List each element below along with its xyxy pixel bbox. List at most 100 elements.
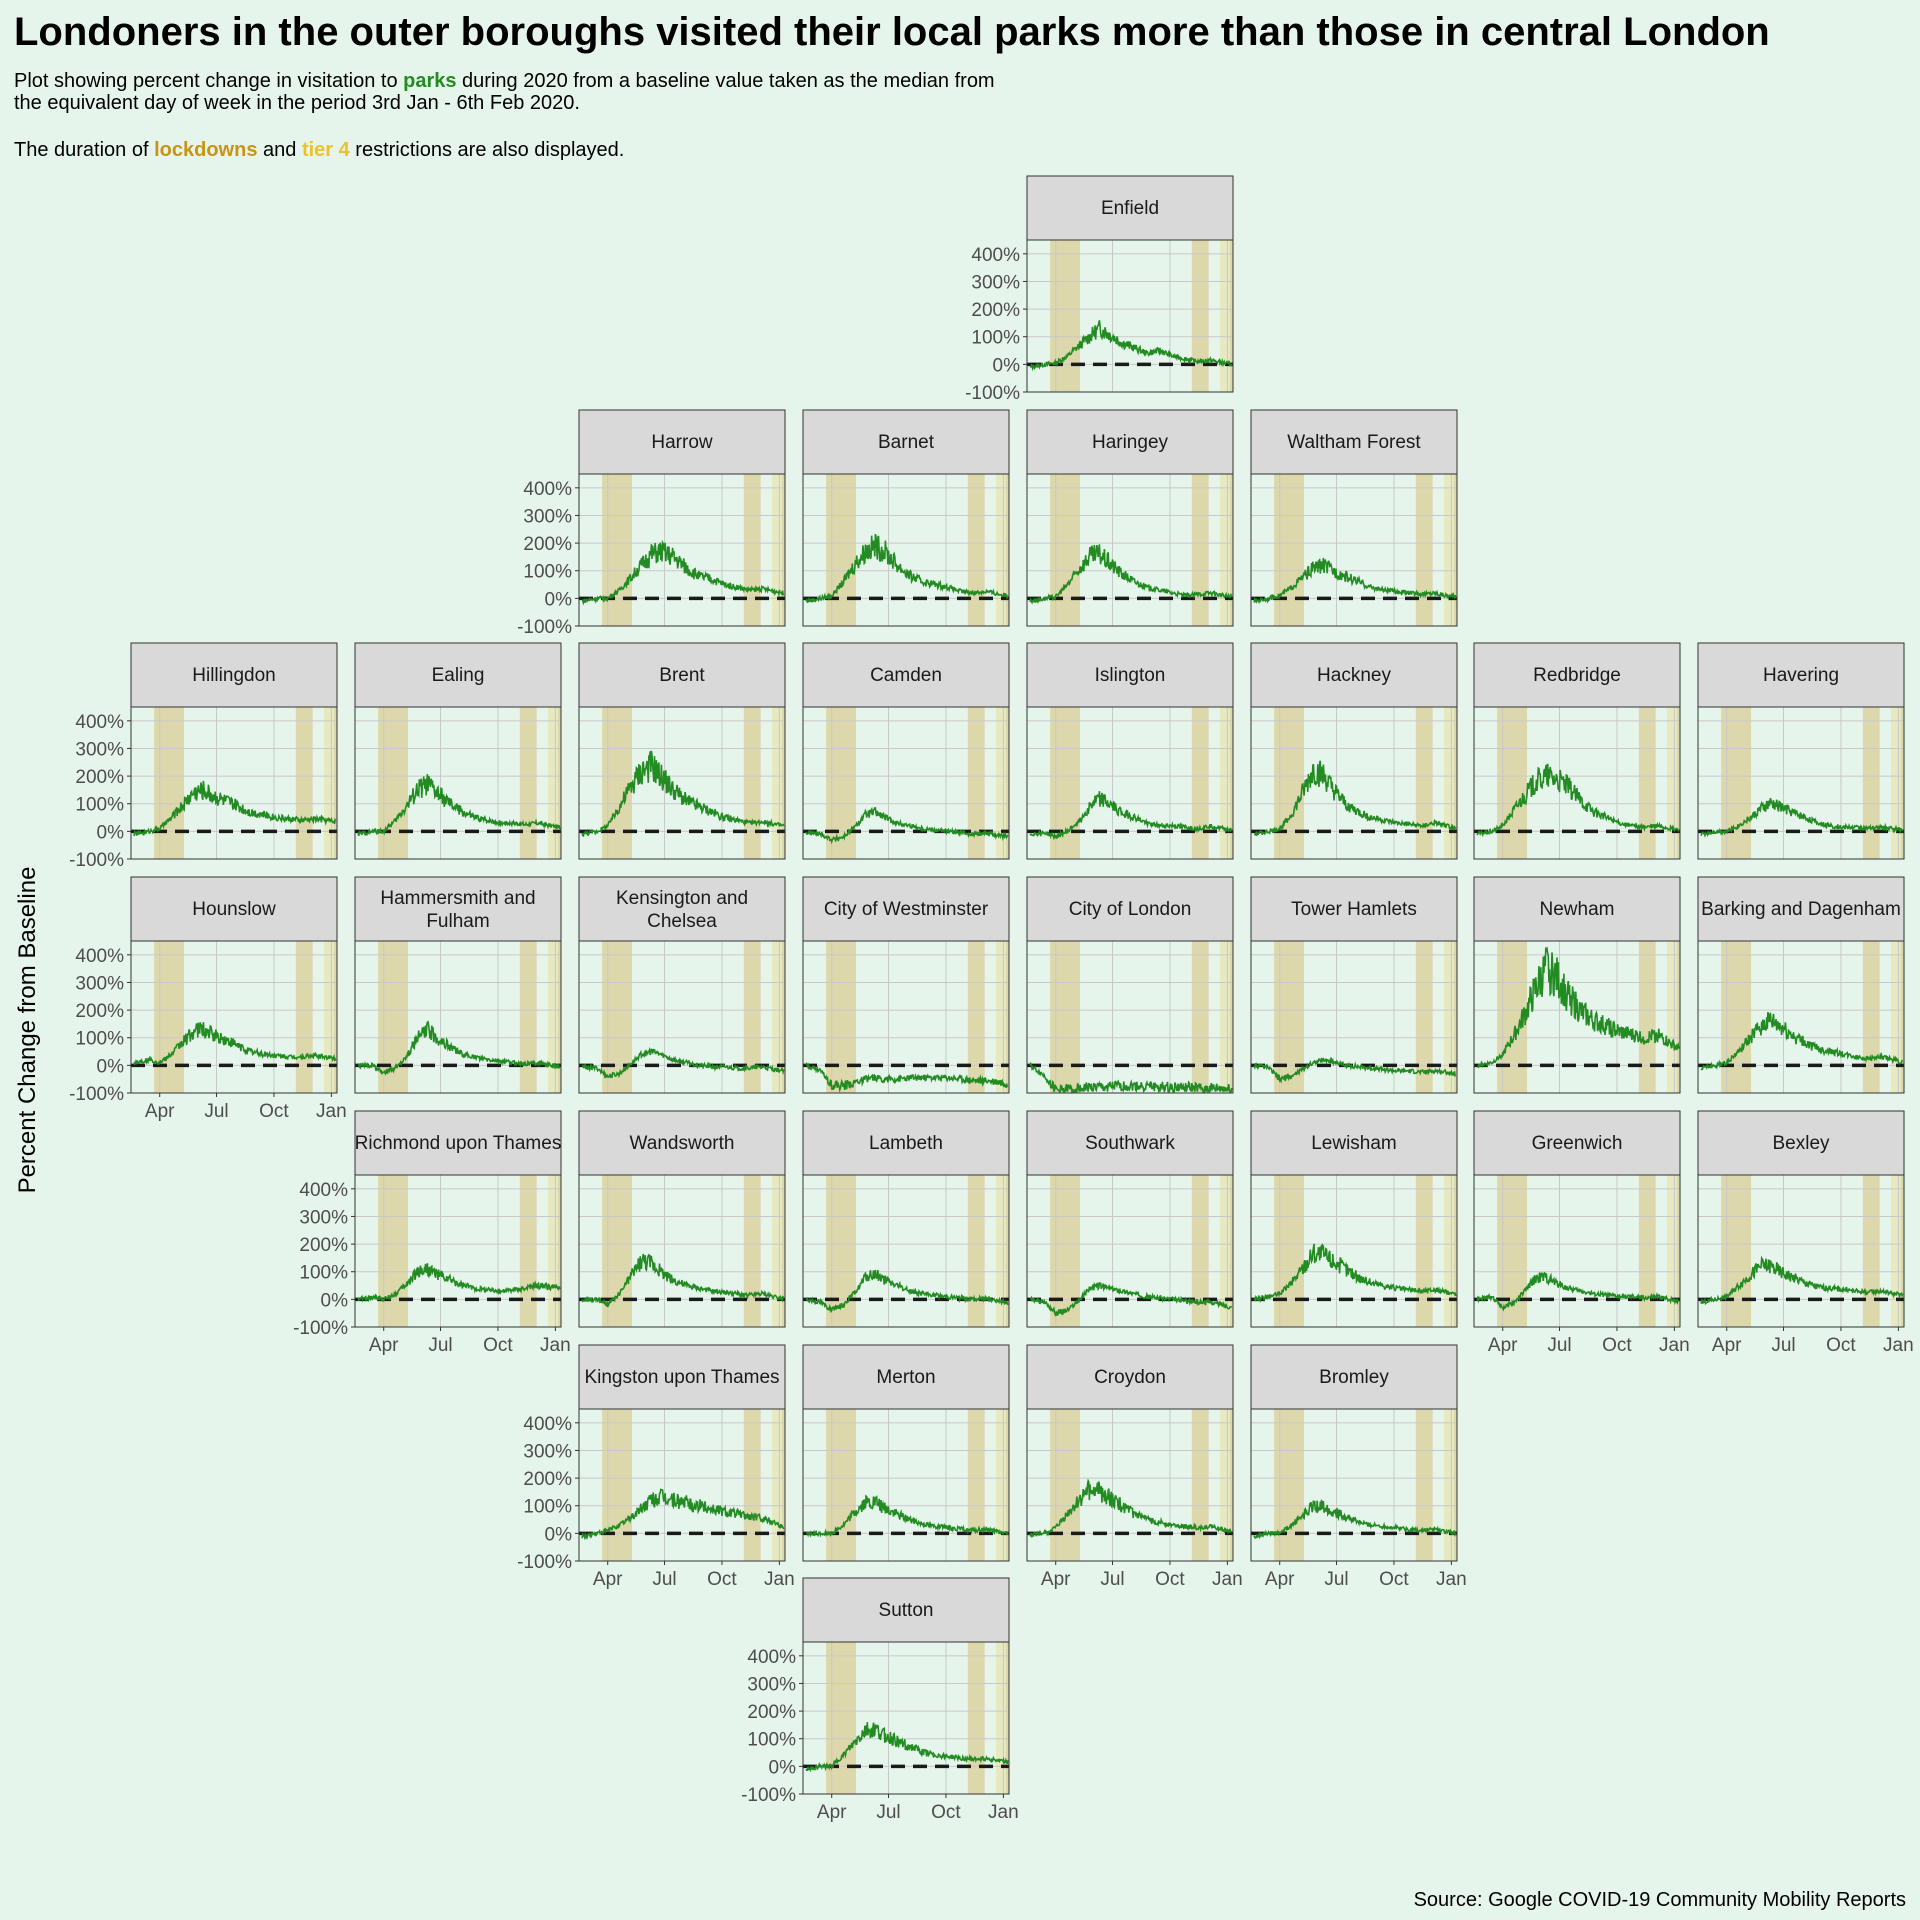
lockdown-band (826, 474, 857, 626)
panel-border (130, 940, 338, 1094)
x-tick-label: Jan (316, 1101, 347, 1122)
y-tick-label: 300% (523, 1441, 572, 1462)
panel-border (130, 706, 338, 860)
series-line (805, 533, 1009, 604)
series-line (805, 806, 1009, 845)
panel-border (1250, 706, 1458, 860)
facet-strip (802, 642, 1010, 708)
panel-background (1027, 1409, 1233, 1561)
facet-panel: City of London (1026, 876, 1234, 1095)
lockdown-band (295, 941, 313, 1093)
facet-strip (578, 409, 786, 475)
y-tick-label: 0% (993, 355, 1021, 376)
panel-border (802, 1641, 1010, 1795)
series-line (1476, 1271, 1680, 1312)
panel-border (1250, 940, 1458, 1094)
panel-background (1251, 707, 1457, 859)
tier4-band (547, 941, 558, 1093)
facet-panel: Ealing (354, 642, 562, 860)
facet-title: Sutton (879, 1600, 934, 1621)
facet-strip (802, 1344, 1010, 1410)
facet-strip (354, 642, 562, 708)
x-tick-label: Oct (1155, 1569, 1185, 1590)
lockdown-band (1415, 1409, 1433, 1561)
facet-panel: Lewisham (1250, 1110, 1458, 1328)
facet-title: Barnet (878, 432, 935, 453)
tier4-band (1890, 941, 1901, 1093)
facet-panel: Croydon Apr Jul Oct Jan (1026, 1344, 1243, 1590)
x-tick-label: Jan (540, 1335, 571, 1356)
lockdown-band (378, 707, 409, 859)
y-tick-label: 0% (97, 822, 125, 843)
series-line (1029, 1281, 1233, 1317)
facet-title: Fulham (426, 911, 489, 932)
series-line (581, 1253, 784, 1308)
facet-strip (578, 876, 786, 942)
x-tick-label: Apr (817, 1802, 847, 1823)
y-tick-label: 0% (321, 1290, 349, 1311)
y-tick-label: -100% (741, 1785, 796, 1806)
y-tick-label: 100% (75, 795, 124, 816)
y-tick-label: -100% (517, 617, 572, 638)
series-line (1253, 1243, 1457, 1303)
series-line (1029, 544, 1233, 605)
y-tick-label: 0% (545, 589, 573, 610)
x-tick-label: Jan (1212, 1569, 1243, 1590)
tier4-band (995, 1409, 1006, 1561)
y-tick-label: 200% (75, 1001, 124, 1022)
lockdown-band (1676, 707, 1680, 859)
lockdown-band (602, 474, 633, 626)
lockdown-band (1191, 1175, 1209, 1327)
x-tick-label: Jul (1547, 1335, 1571, 1356)
panel-background (1698, 707, 1904, 859)
facet-panel: Enfield -100% 0% 100% 200% 300% 400% (965, 175, 1234, 404)
facet-title: Tower Hamlets (1291, 899, 1417, 920)
tier4-band (1219, 240, 1230, 392)
series-line (581, 750, 785, 838)
series-line (805, 1061, 1009, 1093)
lockdown-band (967, 1175, 985, 1327)
x-tick-label: Jul (876, 1802, 900, 1823)
facet-panel: Hackney (1250, 642, 1458, 860)
facet-strip (802, 1577, 1010, 1643)
tier4-band (771, 707, 782, 859)
facet-panel: Havering (1697, 642, 1905, 860)
y-tick-label: 0% (769, 1757, 797, 1778)
facet-title: Camden (870, 665, 942, 686)
panel-background (579, 1175, 785, 1327)
lockdown-band (967, 1642, 985, 1794)
x-tick-label: Oct (1379, 1569, 1409, 1590)
x-tick-label: Oct (1602, 1335, 1632, 1356)
x-tick-label: Oct (931, 1802, 961, 1823)
x-tick-label: Jul (428, 1335, 452, 1356)
x-tick-label: Jan (1659, 1335, 1690, 1356)
lockdown-band (1638, 1175, 1656, 1327)
facet-strip (578, 1344, 786, 1410)
lockdown-band (1676, 941, 1680, 1093)
lockdown-band (1415, 474, 1433, 626)
lockdown-band (826, 941, 857, 1093)
series-line (1029, 320, 1233, 372)
panel-border (1250, 473, 1458, 627)
y-tick-label: -100% (69, 850, 124, 871)
tier4-band (1666, 1175, 1677, 1327)
tier4-band (1219, 474, 1230, 626)
lockdown-band (602, 1409, 633, 1561)
tier4-band (1219, 1409, 1230, 1561)
facet-title: Haringey (1092, 432, 1169, 453)
y-tick-label: 200% (971, 300, 1020, 321)
facet-strip (1026, 876, 1234, 942)
facet-title: Kingston upon Thames (584, 1367, 779, 1388)
panel-background (1251, 1175, 1457, 1327)
facet-strip (802, 409, 1010, 475)
panel-background (1251, 1409, 1457, 1561)
facet-title: Southwark (1085, 1133, 1175, 1154)
facet-title: City of London (1069, 899, 1192, 920)
facet-strip (354, 1110, 562, 1176)
facet-title: Hillingdon (192, 665, 275, 686)
facet-title: Kensington and (616, 888, 748, 909)
facet-strip (1250, 1344, 1458, 1410)
x-tick-label: Apr (1712, 1335, 1742, 1356)
tier4-band (771, 474, 782, 626)
panel-border (578, 1408, 786, 1562)
